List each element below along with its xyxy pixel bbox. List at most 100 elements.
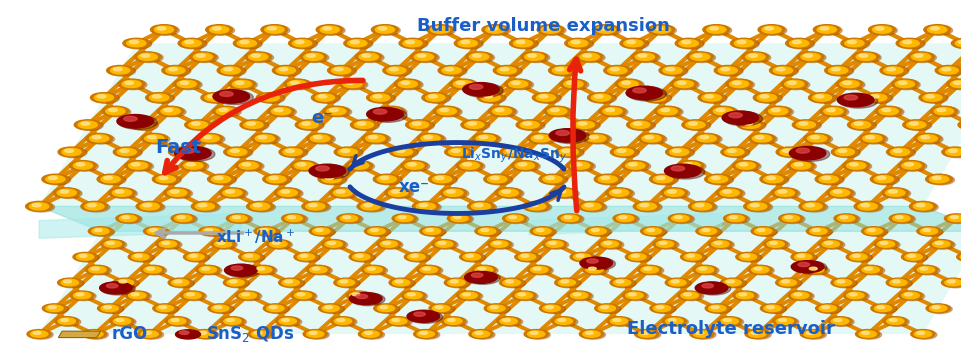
Circle shape bbox=[370, 94, 389, 101]
Circle shape bbox=[919, 267, 926, 270]
Circle shape bbox=[557, 279, 575, 286]
Circle shape bbox=[861, 267, 878, 273]
Circle shape bbox=[332, 67, 351, 74]
Circle shape bbox=[178, 38, 205, 48]
Circle shape bbox=[617, 80, 643, 90]
Circle shape bbox=[956, 252, 961, 261]
Circle shape bbox=[325, 176, 333, 179]
Circle shape bbox=[352, 293, 359, 296]
Circle shape bbox=[361, 54, 370, 57]
Circle shape bbox=[520, 121, 539, 129]
Circle shape bbox=[412, 53, 439, 63]
Circle shape bbox=[891, 280, 899, 283]
Circle shape bbox=[943, 279, 961, 288]
Circle shape bbox=[132, 163, 140, 166]
Circle shape bbox=[622, 291, 646, 300]
Circle shape bbox=[216, 108, 235, 115]
Circle shape bbox=[655, 241, 673, 247]
Circle shape bbox=[242, 254, 259, 260]
Circle shape bbox=[688, 53, 715, 63]
Circle shape bbox=[737, 253, 761, 262]
Circle shape bbox=[751, 331, 758, 334]
Circle shape bbox=[253, 204, 261, 207]
Circle shape bbox=[434, 306, 442, 309]
Circle shape bbox=[206, 25, 233, 35]
Circle shape bbox=[258, 136, 266, 139]
Circle shape bbox=[467, 201, 494, 211]
Circle shape bbox=[820, 240, 844, 249]
Circle shape bbox=[256, 227, 280, 236]
Circle shape bbox=[619, 216, 627, 219]
Circle shape bbox=[791, 261, 823, 273]
Circle shape bbox=[566, 161, 593, 171]
Circle shape bbox=[719, 189, 738, 196]
Circle shape bbox=[811, 94, 830, 101]
Circle shape bbox=[658, 66, 685, 75]
Circle shape bbox=[686, 52, 713, 62]
Circle shape bbox=[686, 254, 694, 257]
Circle shape bbox=[931, 241, 949, 247]
Circle shape bbox=[251, 134, 278, 143]
Circle shape bbox=[874, 176, 893, 183]
Circle shape bbox=[312, 267, 320, 270]
Circle shape bbox=[307, 54, 315, 57]
Circle shape bbox=[250, 330, 274, 339]
Circle shape bbox=[287, 216, 295, 219]
Circle shape bbox=[689, 330, 713, 339]
Circle shape bbox=[517, 293, 525, 296]
Circle shape bbox=[471, 203, 490, 210]
Circle shape bbox=[421, 227, 445, 236]
Circle shape bbox=[225, 279, 249, 288]
Circle shape bbox=[630, 52, 657, 62]
Circle shape bbox=[389, 147, 416, 157]
Circle shape bbox=[441, 317, 465, 326]
Circle shape bbox=[827, 317, 851, 326]
Circle shape bbox=[480, 94, 500, 101]
Circle shape bbox=[802, 203, 821, 210]
Circle shape bbox=[600, 306, 608, 309]
Circle shape bbox=[239, 292, 257, 299]
Circle shape bbox=[667, 190, 676, 193]
Circle shape bbox=[584, 134, 611, 144]
Circle shape bbox=[337, 148, 357, 156]
Circle shape bbox=[625, 252, 649, 261]
Circle shape bbox=[903, 293, 911, 296]
Circle shape bbox=[439, 108, 448, 111]
Circle shape bbox=[533, 93, 560, 103]
Circle shape bbox=[73, 292, 90, 299]
Circle shape bbox=[128, 252, 152, 261]
Circle shape bbox=[787, 39, 814, 49]
Circle shape bbox=[599, 240, 623, 249]
Circle shape bbox=[833, 279, 850, 286]
Circle shape bbox=[470, 330, 495, 339]
Circle shape bbox=[794, 121, 821, 131]
Circle shape bbox=[182, 40, 201, 47]
Circle shape bbox=[827, 67, 847, 74]
Circle shape bbox=[324, 306, 332, 309]
Circle shape bbox=[903, 121, 930, 131]
Circle shape bbox=[787, 291, 811, 300]
Circle shape bbox=[495, 188, 522, 198]
Circle shape bbox=[152, 95, 160, 98]
Circle shape bbox=[832, 279, 856, 288]
Circle shape bbox=[355, 52, 382, 62]
Circle shape bbox=[300, 52, 327, 62]
Circle shape bbox=[325, 107, 352, 117]
Circle shape bbox=[678, 292, 702, 301]
Circle shape bbox=[766, 241, 783, 247]
Circle shape bbox=[573, 254, 590, 260]
Circle shape bbox=[818, 305, 835, 312]
Circle shape bbox=[464, 271, 497, 283]
Circle shape bbox=[258, 228, 275, 234]
Circle shape bbox=[639, 266, 663, 275]
Circle shape bbox=[329, 188, 356, 198]
Circle shape bbox=[313, 93, 340, 103]
Circle shape bbox=[660, 108, 669, 111]
Circle shape bbox=[267, 27, 276, 30]
Circle shape bbox=[175, 149, 184, 152]
Circle shape bbox=[263, 304, 287, 313]
Circle shape bbox=[373, 95, 382, 98]
Circle shape bbox=[875, 27, 883, 30]
Circle shape bbox=[542, 176, 561, 183]
Circle shape bbox=[483, 304, 508, 313]
